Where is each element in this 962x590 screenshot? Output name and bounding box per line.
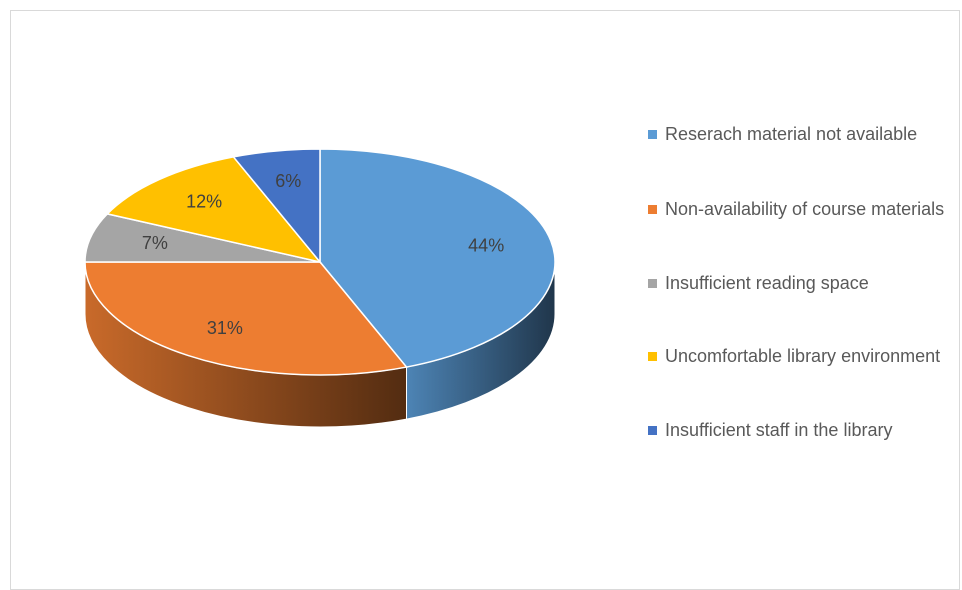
legend-swatch [648,130,657,139]
data-label: 44% [468,236,504,256]
data-label: 31% [207,318,243,338]
slice [84,261,408,376]
legend-swatch [648,279,657,288]
legend-item: Uncomfortable library environment [648,342,948,370]
legend-label: Non-availability of course materials [665,199,945,219]
slice [84,213,321,263]
data-label: 6% [275,171,301,191]
legend-swatch [648,205,657,214]
legend-item: Insufficient staff in the library [648,416,948,444]
slice [319,148,556,368]
legend-item: Insufficient reading space [648,269,948,297]
legend-label: Reserach material not available [665,124,918,144]
legend-label: Insufficient staff in the library [665,420,893,440]
legend-swatch [648,352,657,361]
slice [232,148,321,265]
legend-item: Non-availability of course materials [648,195,948,223]
legend-item: Reserach material not available [648,120,948,148]
legend-label: Uncomfortable library environment [665,346,941,366]
data-label: 12% [186,191,222,211]
data-label: 7% [142,233,168,253]
legend-label: Insufficient reading space [665,273,869,293]
slice [105,156,322,264]
legend-swatch [648,426,657,435]
